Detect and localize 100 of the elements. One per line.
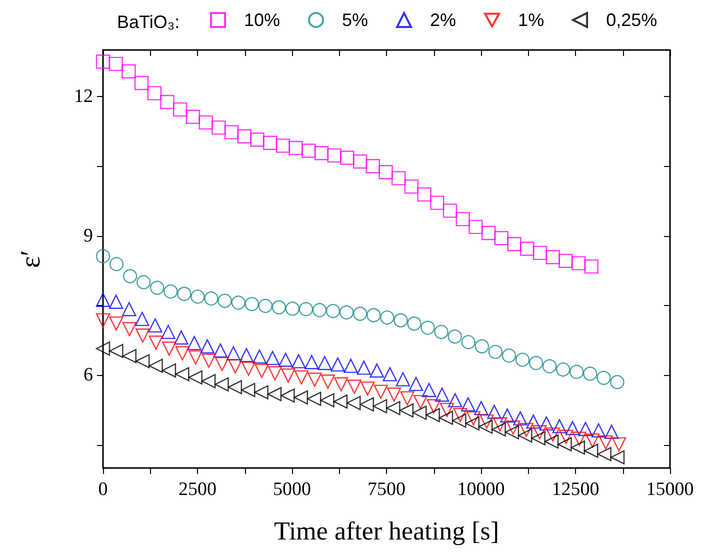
point <box>453 408 468 422</box>
point <box>539 416 554 431</box>
point <box>239 348 254 362</box>
point <box>380 310 394 325</box>
point <box>327 148 342 163</box>
point <box>604 424 619 439</box>
point <box>519 422 534 438</box>
point <box>558 254 573 268</box>
point <box>288 140 303 156</box>
point <box>386 388 402 402</box>
point <box>360 381 375 396</box>
point <box>254 385 268 400</box>
legend-title: BaTiO₃: <box>117 12 180 32</box>
point <box>136 328 150 343</box>
point <box>228 380 242 394</box>
point <box>500 408 514 423</box>
point <box>304 355 319 370</box>
point <box>161 324 176 340</box>
point <box>318 356 332 370</box>
point <box>417 187 432 202</box>
point <box>408 376 424 392</box>
point <box>204 291 218 306</box>
point <box>366 308 381 322</box>
y-tick-label: 12 <box>74 86 93 107</box>
point <box>518 428 532 443</box>
point <box>122 269 138 284</box>
point <box>244 296 259 312</box>
legend-label: 1% <box>518 10 544 30</box>
point <box>177 286 192 301</box>
point <box>356 360 371 375</box>
point <box>378 165 393 180</box>
point <box>190 290 205 304</box>
point <box>174 330 188 345</box>
point <box>532 425 547 440</box>
point <box>452 414 466 428</box>
point <box>448 329 462 344</box>
point <box>558 437 572 452</box>
point <box>134 76 149 90</box>
point <box>413 394 428 410</box>
point <box>610 450 625 464</box>
point <box>494 231 509 246</box>
point <box>399 403 414 418</box>
point <box>320 374 336 389</box>
point <box>280 388 295 403</box>
legend-label: 5% <box>342 10 368 30</box>
point <box>147 86 162 100</box>
point <box>353 306 368 321</box>
point <box>504 425 520 440</box>
point <box>370 363 384 378</box>
point <box>96 249 110 264</box>
point <box>312 302 327 318</box>
point <box>531 431 546 446</box>
point <box>598 435 613 450</box>
point <box>422 382 436 398</box>
point <box>488 344 503 359</box>
point <box>407 316 422 331</box>
point <box>294 390 308 405</box>
point <box>442 204 458 218</box>
point <box>314 146 329 160</box>
legend-label: 0,25% <box>606 10 658 30</box>
point <box>570 364 584 379</box>
point <box>438 410 454 425</box>
point <box>122 348 136 364</box>
point <box>135 354 150 368</box>
point <box>542 359 557 374</box>
point <box>109 344 124 358</box>
point <box>250 132 264 147</box>
point <box>173 102 188 117</box>
point <box>160 94 174 110</box>
x-tick-label: 7500 <box>368 479 406 500</box>
point <box>481 226 496 240</box>
point <box>148 318 162 333</box>
point <box>572 432 586 446</box>
point <box>506 420 520 435</box>
point <box>122 302 136 316</box>
point <box>360 397 374 412</box>
point <box>346 396 361 410</box>
point <box>96 342 110 356</box>
point <box>487 404 502 419</box>
point <box>461 397 476 412</box>
point <box>109 316 124 331</box>
point <box>344 358 358 373</box>
point <box>583 366 598 381</box>
point <box>552 419 567 434</box>
point <box>513 411 528 426</box>
point <box>434 388 450 402</box>
point <box>164 284 178 299</box>
point <box>420 320 435 335</box>
point <box>292 354 306 368</box>
point <box>556 362 570 377</box>
point <box>188 350 203 365</box>
point <box>148 358 163 373</box>
point <box>456 212 470 226</box>
point <box>468 220 483 234</box>
point <box>430 196 444 210</box>
point <box>285 302 300 316</box>
point <box>492 417 507 432</box>
point <box>412 406 427 420</box>
point <box>474 400 488 416</box>
point <box>434 324 448 340</box>
